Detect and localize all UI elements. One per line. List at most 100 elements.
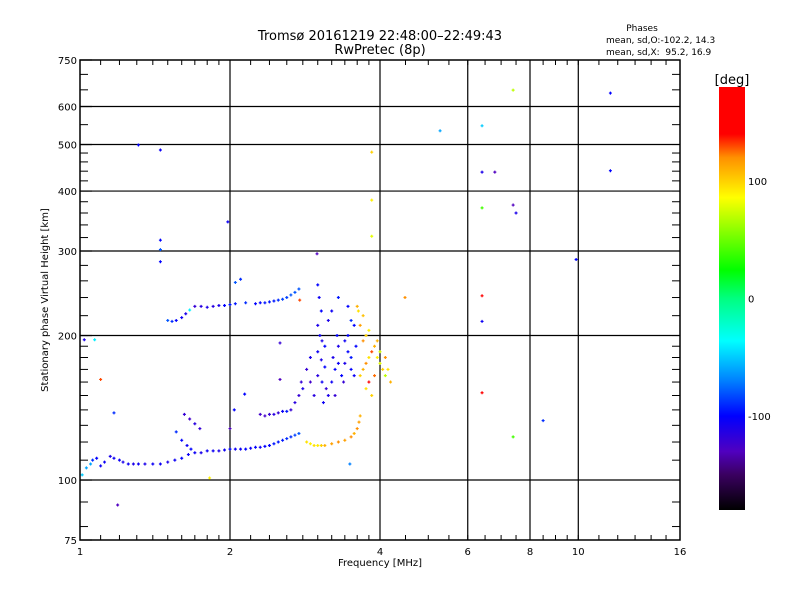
data-point (258, 412, 262, 416)
data-point (258, 445, 262, 449)
data-point (480, 319, 484, 323)
data-point (330, 380, 334, 384)
data-point (281, 297, 285, 301)
data-point (356, 309, 360, 313)
data-point (199, 304, 203, 308)
data-point (182, 412, 186, 416)
data-point (108, 454, 112, 458)
y-tick-label: 100 (58, 476, 77, 487)
x-tick-label: 8 (527, 547, 533, 558)
data-point (289, 435, 293, 439)
data-point (174, 318, 178, 322)
data-point (223, 303, 227, 307)
colorbar-tick-label: 0 (748, 295, 754, 306)
data-point (99, 464, 103, 468)
data-point (333, 367, 337, 371)
data-point (281, 438, 285, 442)
data-point (343, 438, 347, 442)
data-point (112, 456, 116, 460)
data-point (278, 341, 282, 345)
data-point (301, 387, 305, 391)
data-point (188, 417, 192, 421)
data-point (82, 338, 86, 342)
data-point (319, 358, 323, 362)
data-point (364, 361, 368, 365)
data-point (333, 394, 337, 398)
data-point (205, 305, 209, 309)
colorbar (719, 87, 745, 510)
data-point (117, 458, 121, 462)
data-point (312, 444, 316, 448)
data-point (316, 444, 320, 448)
data-point (289, 293, 293, 297)
data-point (511, 88, 515, 92)
data-point (375, 339, 379, 343)
data-point (126, 462, 130, 466)
data-point (346, 304, 350, 308)
data-point (253, 302, 257, 306)
data-point (180, 456, 184, 460)
data-point (293, 433, 297, 437)
data-point (217, 449, 221, 453)
data-point (319, 444, 323, 448)
phases-heading: Phases (626, 24, 658, 34)
colorbar-ticks: 100 0 -100 (748, 177, 771, 423)
data-point (116, 503, 120, 507)
data-point (276, 411, 280, 415)
y-tick-label: 500 (58, 141, 77, 152)
data-point (233, 447, 237, 451)
data-point (267, 412, 271, 416)
data-point (158, 248, 162, 252)
data-point (352, 432, 356, 436)
data-point (166, 460, 170, 464)
data-point (480, 170, 484, 174)
data-point (326, 394, 330, 398)
data-point (184, 312, 188, 316)
data-point (349, 355, 353, 359)
data-point (173, 458, 177, 462)
axis-ticks: 1 2 4 6 8 10 16 75 100 200 300 400 500 600 750 (58, 56, 686, 558)
data-point (367, 328, 371, 332)
data-point (272, 442, 276, 446)
data-point (342, 380, 346, 384)
data-point (89, 462, 93, 466)
data-point (403, 296, 407, 300)
data-point (198, 427, 202, 431)
phases-o-stats: mean, sd,O:-102.2, 14.3 (606, 36, 715, 46)
y-tick-label: 600 (58, 103, 77, 114)
data-point (370, 394, 374, 398)
x-tick-label: 4 (377, 547, 383, 558)
y-tick-label: 75 (64, 536, 77, 547)
data-point (158, 462, 162, 466)
data-point (305, 367, 309, 371)
data-point (361, 367, 365, 371)
data-point (211, 449, 215, 453)
data-point (243, 392, 247, 396)
data-point (386, 367, 390, 371)
data-point (574, 258, 578, 262)
grid-lines (80, 60, 680, 540)
data-point (166, 318, 170, 322)
data-point (320, 339, 324, 343)
data-point (373, 344, 377, 348)
data-point (312, 394, 316, 398)
data-point (378, 361, 382, 365)
y-tick-label: 300 (58, 247, 77, 258)
data-point (158, 260, 162, 264)
data-point (297, 394, 301, 398)
data-point (199, 451, 203, 455)
data-point (263, 301, 267, 305)
data-point (335, 334, 339, 338)
data-point (323, 365, 327, 369)
data-point (228, 427, 232, 431)
data-point (84, 466, 88, 470)
data-point (331, 355, 335, 359)
y-tick-label: 750 (58, 56, 77, 67)
data-point (228, 303, 232, 307)
data-point (346, 334, 350, 338)
data-point (158, 238, 162, 242)
data-point (355, 427, 359, 431)
data-point (343, 361, 347, 365)
data-point (272, 299, 276, 303)
data-point (80, 473, 84, 477)
